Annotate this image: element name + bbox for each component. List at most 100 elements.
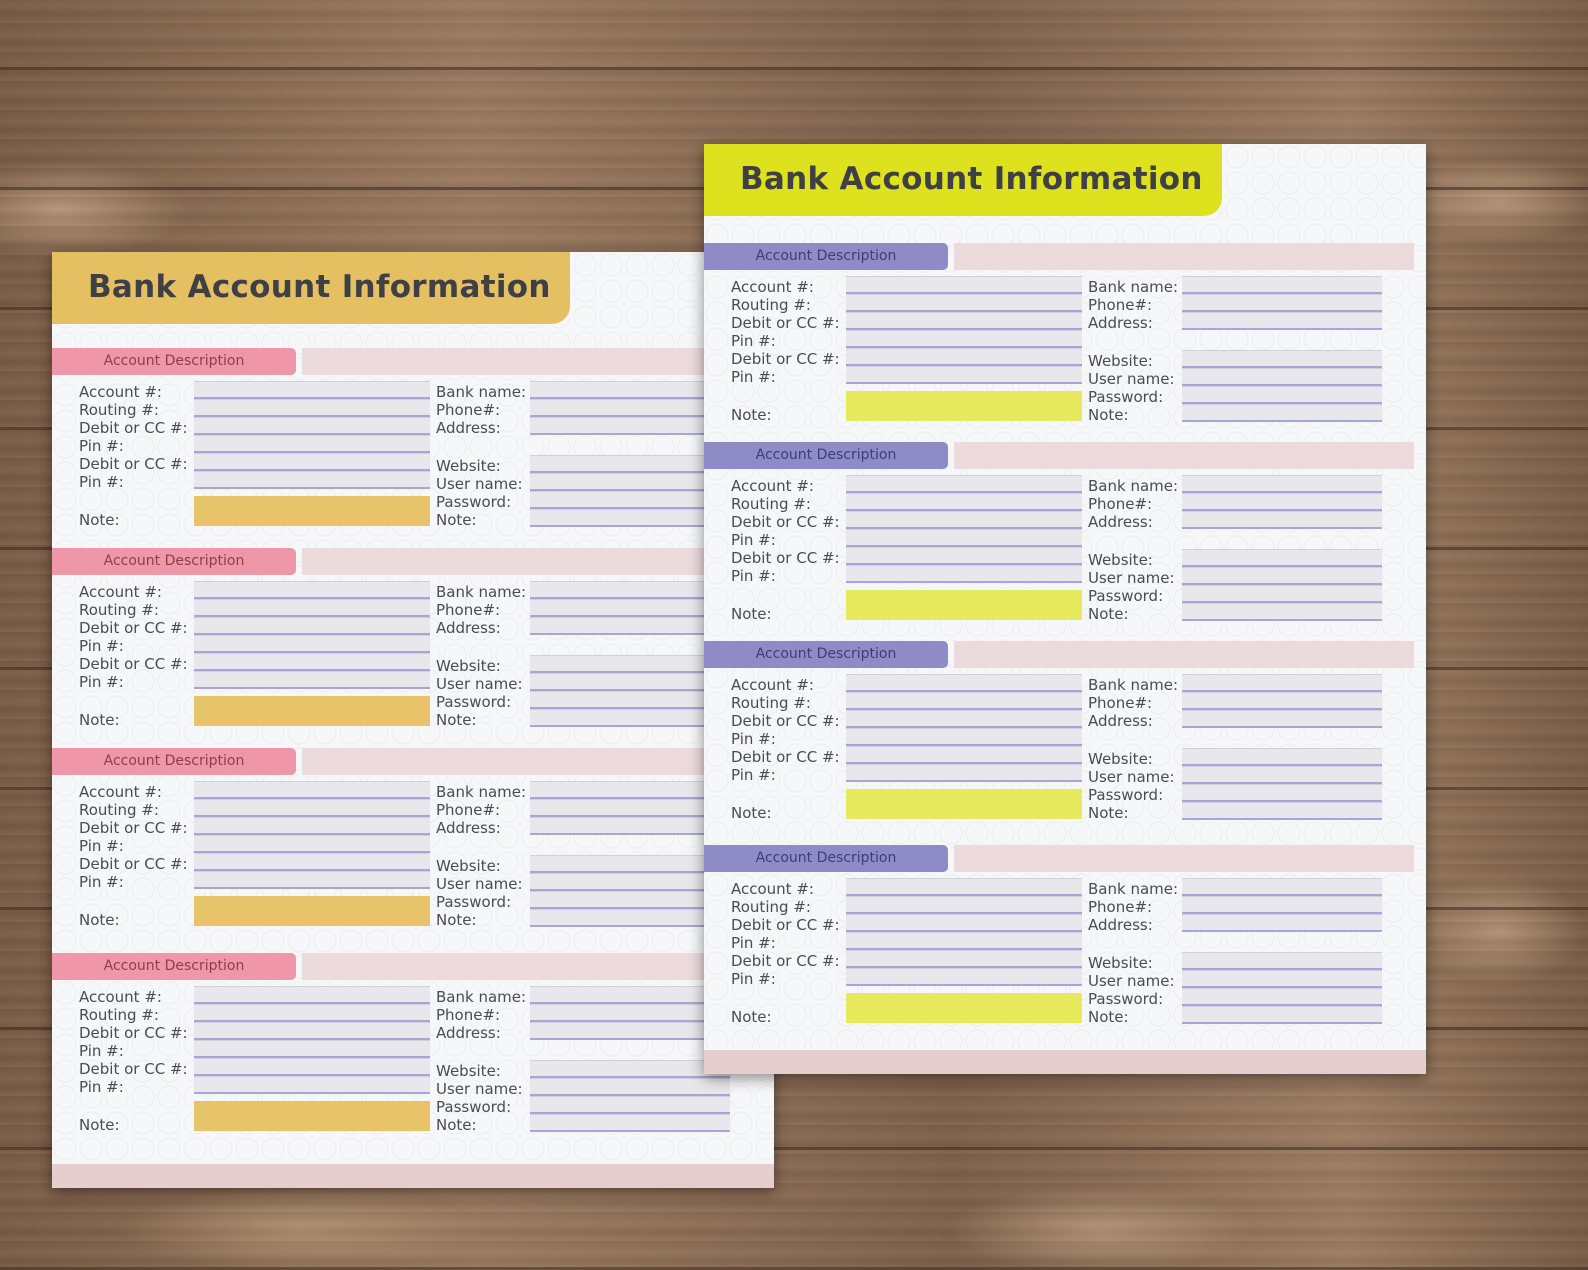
- login-input[interactable]: [530, 691, 730, 709]
- login-input[interactable]: [530, 509, 730, 527]
- account-input[interactable]: [194, 817, 430, 835]
- login-input[interactable]: [1182, 970, 1382, 988]
- login-input[interactable]: [1182, 748, 1382, 766]
- account-description-field[interactable]: [954, 845, 1414, 872]
- bank-input[interactable]: [1182, 276, 1382, 294]
- account-input[interactable]: [846, 276, 1082, 294]
- bank-input[interactable]: [530, 617, 730, 635]
- login-input[interactable]: [530, 709, 730, 727]
- login-input[interactable]: [530, 909, 730, 927]
- account-input[interactable]: [194, 453, 430, 471]
- account-input[interactable]: [846, 896, 1082, 914]
- account-input[interactable]: [846, 692, 1082, 710]
- note-input[interactable]: [846, 789, 1082, 819]
- note-input[interactable]: [194, 896, 430, 926]
- account-input[interactable]: [194, 671, 430, 689]
- note-input[interactable]: [846, 993, 1082, 1023]
- account-description-field[interactable]: [302, 748, 762, 775]
- bank-input[interactable]: [1182, 692, 1382, 710]
- account-input[interactable]: [194, 635, 430, 653]
- account-input[interactable]: [846, 710, 1082, 728]
- login-input[interactable]: [530, 873, 730, 891]
- note-input[interactable]: [194, 696, 430, 726]
- account-description-field[interactable]: [302, 548, 762, 575]
- account-input[interactable]: [846, 312, 1082, 330]
- account-input[interactable]: [846, 565, 1082, 583]
- bank-input[interactable]: [1182, 896, 1382, 914]
- bank-input[interactable]: [1182, 312, 1382, 330]
- account-input[interactable]: [846, 746, 1082, 764]
- bank-input[interactable]: [1182, 294, 1382, 312]
- account-input[interactable]: [846, 366, 1082, 384]
- login-input[interactable]: [530, 1060, 730, 1078]
- login-input[interactable]: [530, 455, 730, 473]
- login-input[interactable]: [1182, 988, 1382, 1006]
- account-input[interactable]: [194, 471, 430, 489]
- account-input[interactable]: [194, 781, 430, 799]
- account-input[interactable]: [846, 493, 1082, 511]
- account-input[interactable]: [194, 1040, 430, 1058]
- account-description-field[interactable]: [954, 243, 1414, 270]
- note-input[interactable]: [194, 496, 430, 526]
- login-input[interactable]: [1182, 1006, 1382, 1024]
- account-input[interactable]: [846, 294, 1082, 312]
- login-input[interactable]: [1182, 567, 1382, 585]
- account-input[interactable]: [194, 1076, 430, 1094]
- account-input[interactable]: [846, 878, 1082, 896]
- login-input[interactable]: [1182, 350, 1382, 368]
- account-input[interactable]: [194, 381, 430, 399]
- login-input[interactable]: [1182, 802, 1382, 820]
- bank-input[interactable]: [530, 817, 730, 835]
- account-input[interactable]: [846, 764, 1082, 782]
- bank-input[interactable]: [1182, 475, 1382, 493]
- bank-input[interactable]: [1182, 878, 1382, 896]
- account-input[interactable]: [846, 728, 1082, 746]
- note-input[interactable]: [846, 590, 1082, 620]
- account-input[interactable]: [194, 599, 430, 617]
- bank-input[interactable]: [1182, 710, 1382, 728]
- account-input[interactable]: [194, 853, 430, 871]
- bank-input[interactable]: [530, 581, 730, 599]
- note-input[interactable]: [846, 391, 1082, 421]
- login-input[interactable]: [1182, 585, 1382, 603]
- account-input[interactable]: [194, 581, 430, 599]
- account-input[interactable]: [194, 417, 430, 435]
- bank-input[interactable]: [1182, 674, 1382, 692]
- account-input[interactable]: [846, 932, 1082, 950]
- login-input[interactable]: [530, 891, 730, 909]
- account-input[interactable]: [194, 799, 430, 817]
- bank-input[interactable]: [1182, 914, 1382, 932]
- account-input[interactable]: [846, 529, 1082, 547]
- account-input[interactable]: [846, 914, 1082, 932]
- bank-input[interactable]: [1182, 511, 1382, 529]
- login-input[interactable]: [1182, 404, 1382, 422]
- login-input[interactable]: [530, 473, 730, 491]
- login-input[interactable]: [530, 673, 730, 691]
- login-input[interactable]: [530, 1114, 730, 1132]
- account-input[interactable]: [194, 435, 430, 453]
- account-input[interactable]: [194, 871, 430, 889]
- bank-input[interactable]: [530, 599, 730, 617]
- account-input[interactable]: [846, 950, 1082, 968]
- bank-input[interactable]: [530, 1022, 730, 1040]
- login-input[interactable]: [530, 855, 730, 873]
- login-input[interactable]: [1182, 952, 1382, 970]
- bank-input[interactable]: [530, 781, 730, 799]
- account-input[interactable]: [194, 1022, 430, 1040]
- account-description-field[interactable]: [954, 641, 1414, 668]
- account-input[interactable]: [194, 1058, 430, 1076]
- account-input[interactable]: [846, 968, 1082, 986]
- account-input[interactable]: [846, 475, 1082, 493]
- login-input[interactable]: [530, 655, 730, 673]
- bank-input[interactable]: [530, 986, 730, 1004]
- account-description-field[interactable]: [302, 348, 762, 375]
- account-input[interactable]: [194, 617, 430, 635]
- login-input[interactable]: [530, 1078, 730, 1096]
- account-description-field[interactable]: [954, 442, 1414, 469]
- bank-input[interactable]: [530, 399, 730, 417]
- login-input[interactable]: [530, 1096, 730, 1114]
- bank-input[interactable]: [530, 381, 730, 399]
- bank-input[interactable]: [530, 417, 730, 435]
- note-input[interactable]: [194, 1101, 430, 1131]
- account-input[interactable]: [194, 399, 430, 417]
